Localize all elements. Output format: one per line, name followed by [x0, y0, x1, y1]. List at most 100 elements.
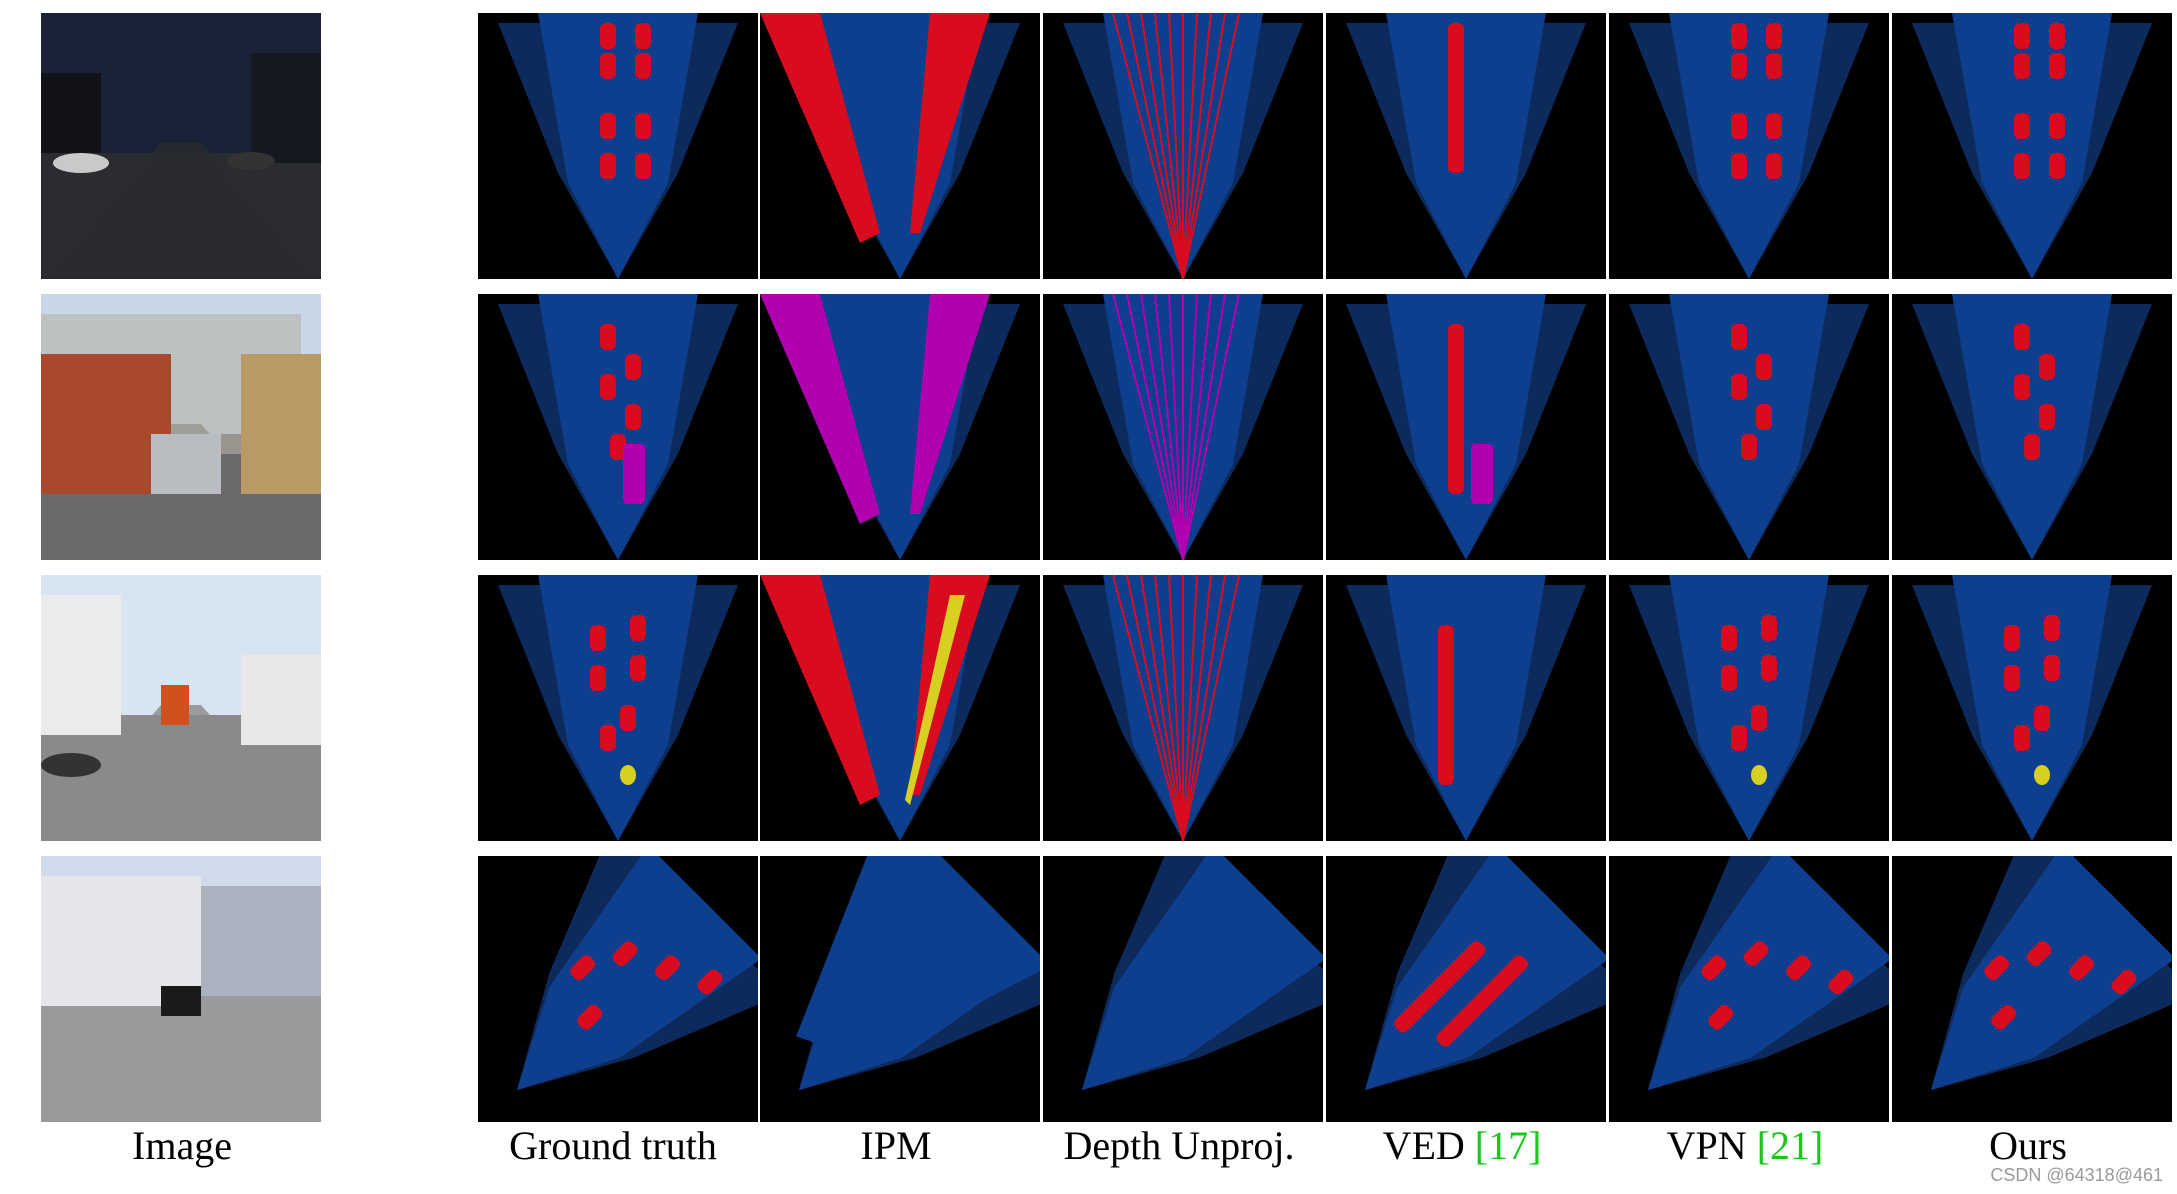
- car-segment: [2049, 23, 2065, 49]
- bev-map: [1326, 856, 1606, 1122]
- car-segment: [630, 615, 646, 641]
- bev-map: [1609, 13, 1889, 279]
- car-segment: [2014, 53, 2030, 79]
- car-segment: [1984, 955, 2010, 981]
- caption-ours: Ours: [1989, 1123, 2067, 1168]
- watermark: CSDN @64318@461: [1990, 1165, 2163, 1185]
- bus-segment: [623, 444, 645, 504]
- car-segment: [1756, 404, 1772, 430]
- car-segment: [2014, 374, 2030, 400]
- car-segment: [2069, 955, 2094, 981]
- car-segment: [1756, 354, 1772, 380]
- car-segment: [1751, 705, 1767, 731]
- car-segment: [2049, 113, 2065, 139]
- car-segment: [600, 374, 616, 400]
- bev-map: [1326, 294, 1606, 560]
- car-segment: [2014, 725, 2030, 751]
- car-segment: [610, 434, 626, 460]
- pedestrian-segment: [1751, 765, 1767, 785]
- depth-ray: [1182, 575, 1198, 841]
- car-segment: [1731, 374, 1747, 400]
- depth-ray: [1182, 294, 1240, 560]
- class-ray: [796, 856, 931, 1044]
- bev-map: [760, 856, 1040, 1122]
- car-segment: [1394, 941, 1486, 1033]
- car-segment: [1731, 23, 1747, 49]
- bev-map: [478, 13, 758, 279]
- pedestrian-segment: [2034, 765, 2050, 785]
- depth-ray: [1182, 13, 1240, 279]
- depth-ray: [1182, 575, 1226, 841]
- depth-ray: [1126, 575, 1184, 841]
- vpn-citation: 21: [1770, 1123, 1811, 1168]
- car-segment: [1438, 665, 1454, 785]
- car-segment: [625, 354, 641, 380]
- depth-ray: [1154, 575, 1184, 841]
- bev-map: [1326, 575, 1606, 841]
- car-segment: [600, 153, 616, 179]
- car-segment: [697, 969, 723, 995]
- car-segment: [600, 725, 616, 751]
- car-segment: [600, 324, 616, 350]
- car-segment: [1741, 434, 1757, 460]
- depth-ray: [1182, 575, 1212, 841]
- car-segment: [1436, 955, 1528, 1047]
- car-segment: [1701, 955, 1727, 981]
- input-photo: [41, 856, 321, 1122]
- car-segment: [1448, 53, 1464, 173]
- car-segment: [635, 153, 651, 179]
- car-segment: [635, 53, 651, 79]
- class-ray: [910, 294, 990, 514]
- depth-ray: [1182, 294, 1212, 560]
- car-segment: [1761, 615, 1777, 641]
- car-segment: [635, 23, 651, 49]
- car-segment: [1731, 324, 1747, 350]
- pedestrian-ray: [905, 595, 965, 805]
- bev-map: [1043, 856, 1323, 1122]
- depth-ray: [1140, 13, 1184, 279]
- car-segment: [600, 113, 616, 139]
- car-segment: [590, 665, 606, 691]
- depth-ray: [1126, 13, 1184, 279]
- bev-map: [1892, 575, 2172, 841]
- depth-ray: [1182, 294, 1198, 560]
- car-segment: [655, 955, 680, 981]
- depth-ray: [1182, 13, 1226, 279]
- pedestrian-segment: [620, 765, 636, 785]
- car-segment: [1761, 655, 1777, 681]
- car-segment: [1721, 665, 1737, 691]
- bev-map: [1043, 13, 1323, 279]
- ved-citation: 17: [1488, 1123, 1529, 1168]
- car-segment: [1766, 53, 1782, 79]
- class-ray: [910, 575, 990, 795]
- bev-map: [1043, 294, 1323, 560]
- car-segment: [2004, 665, 2020, 691]
- bev-map: [478, 856, 758, 1122]
- caption-image: Image: [132, 1123, 232, 1168]
- car-segment: [1448, 374, 1464, 494]
- depth-ray: [1168, 575, 1184, 841]
- depth-ray: [1112, 294, 1184, 560]
- car-segment: [620, 705, 636, 731]
- depth-ray: [1182, 294, 1226, 560]
- car-segment: [600, 23, 616, 49]
- caption-ved: VED [17]: [1382, 1123, 1542, 1168]
- car-segment: [630, 655, 646, 681]
- car-segment: [2034, 705, 2050, 731]
- car-segment: [1708, 1004, 1734, 1030]
- class-ray: [760, 13, 880, 243]
- bev-map: [760, 13, 1040, 279]
- car-segment: [2014, 324, 2030, 350]
- input-photo: [41, 13, 321, 279]
- depth-ray: [1182, 575, 1240, 841]
- car-segment: [1828, 969, 1854, 995]
- car-segment: [2044, 655, 2060, 681]
- bev-map: [1609, 575, 1889, 841]
- car-segment: [2039, 354, 2055, 380]
- car-segment: [590, 625, 606, 651]
- class-ray: [838, 923, 1040, 1072]
- car-segment: [600, 53, 616, 79]
- bev-map: [760, 575, 1040, 841]
- car-segment: [2014, 113, 2030, 139]
- bev-map: [478, 294, 758, 560]
